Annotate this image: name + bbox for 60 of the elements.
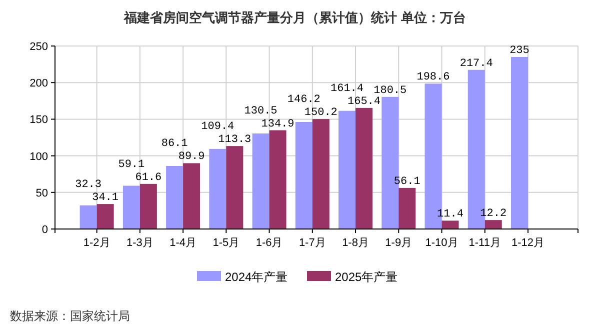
bar — [122, 186, 140, 229]
y-tick-label: 50 — [36, 187, 48, 200]
bar — [442, 220, 459, 229]
data-label: 113.3 — [218, 134, 252, 146]
bar — [269, 130, 286, 229]
source-note: 数据来源：国家统计局 — [10, 309, 130, 323]
x-tick-label: 1-8月 — [342, 237, 369, 249]
legend-label: 2025年产量 — [335, 270, 398, 284]
data-label: 11.4 — [437, 208, 464, 221]
y-tick-label: 150 — [30, 114, 48, 126]
x-tick-label: 1-4月 — [170, 237, 197, 249]
data-label: 56.1 — [394, 176, 421, 188]
bar — [510, 56, 528, 229]
x-tick-label: 1-10月 — [425, 237, 458, 249]
data-label: 130.5 — [244, 105, 278, 118]
chart-title: 福建省房间空气调节器产量分月（累计值）统计 单位：万台 — [123, 10, 466, 25]
data-label: 165.4 — [348, 96, 381, 108]
bar — [226, 146, 244, 229]
data-label: 134.9 — [261, 118, 294, 130]
data-label: 235 — [510, 44, 530, 57]
x-tick-label: 1-11月 — [468, 237, 501, 249]
data-label: 12.2 — [480, 208, 507, 220]
x-tick-label: 1-9月 — [385, 237, 412, 249]
data-label: 146.2 — [287, 94, 320, 106]
bar — [183, 163, 200, 229]
bar — [312, 119, 330, 229]
bar — [295, 122, 312, 229]
data-label: 89.9 — [178, 151, 205, 164]
bar — [140, 184, 157, 229]
y-tick-label: 250 — [30, 41, 48, 53]
x-tick-label: 1-2月 — [83, 237, 110, 249]
bar — [356, 108, 373, 229]
legend-label: 2024年产量 — [225, 270, 288, 284]
bar — [338, 110, 356, 229]
data-label: 61.6 — [135, 172, 162, 184]
data-label: 59.1 — [118, 158, 146, 171]
y-tick-label: 0 — [42, 224, 48, 236]
data-label: 198.6 — [416, 72, 450, 84]
y-tick-label: 100 — [30, 150, 48, 163]
x-tick-label: 1-6月 — [256, 237, 283, 249]
data-label: 150.2 — [304, 107, 338, 120]
bar — [484, 220, 502, 229]
x-tick-label: 1-5月 — [212, 237, 240, 249]
data-label: 180.5 — [374, 84, 407, 97]
data-label: 109.4 — [201, 121, 235, 134]
data-label: 161.4 — [330, 82, 364, 95]
x-tick-label: 1-3月 — [126, 237, 154, 249]
data-label: 34.1 — [92, 192, 119, 204]
bar — [96, 204, 114, 229]
bar — [209, 148, 226, 229]
bar — [398, 188, 416, 229]
bar — [252, 133, 270, 229]
x-tick-label: 1-12月 — [511, 237, 544, 249]
bar — [166, 166, 184, 229]
data-label: 217.4 — [460, 58, 494, 70]
x-tick-label: 1-7月 — [298, 237, 326, 249]
bar — [80, 205, 97, 229]
data-label: 32.3 — [75, 179, 102, 192]
data-label: 86.1 — [161, 138, 188, 150]
y-tick-label: 200 — [30, 78, 48, 90]
